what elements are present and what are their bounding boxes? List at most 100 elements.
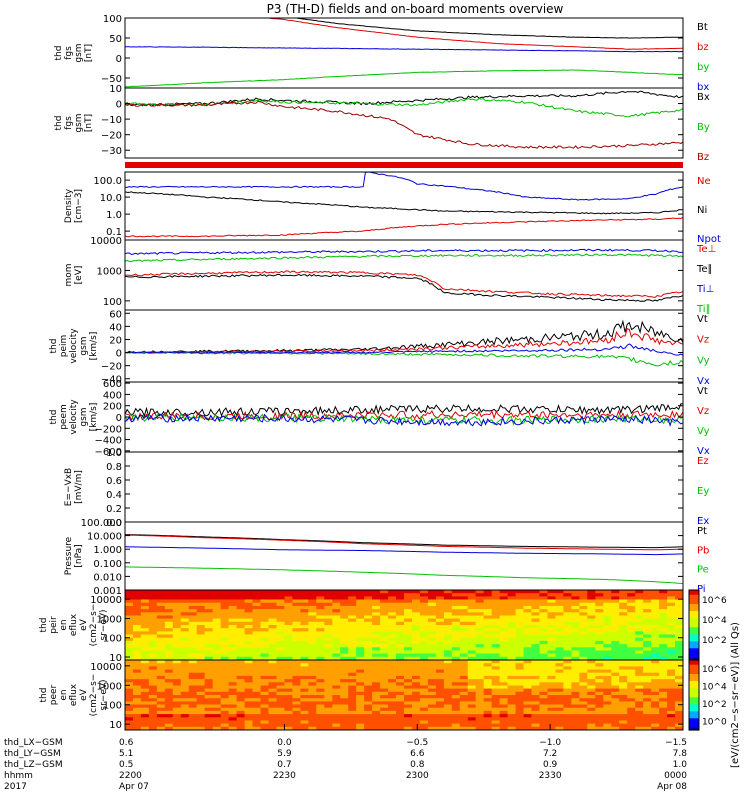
series-lines-temp: [125, 248, 683, 302]
y-axis-label: en: [59, 619, 69, 630]
series-line-peim-0: [125, 319, 683, 354]
y-axis-label: fgs: [64, 116, 74, 130]
y-axis-label: thd: [54, 116, 64, 131]
x-row-value: Apr 08: [657, 782, 687, 792]
y-axis-label: [eV]: [74, 266, 84, 285]
y-tick-label: 0: [116, 349, 122, 360]
y-axis-label: thd: [49, 339, 59, 354]
x-row-label: thd_LX−GSM: [4, 738, 63, 748]
colorbar-label: [eV/(cm2−s−sr−eV)] (All Qs): [730, 622, 741, 768]
heatmap-peir: [125, 590, 683, 660]
y-axis-label: peem: [59, 404, 69, 430]
legend-label: By: [697, 122, 710, 133]
y-axis-label: eV: [79, 618, 89, 631]
x-row-value: 0.7: [277, 760, 291, 770]
y-axis-label: peim: [59, 335, 69, 358]
x-row-value: 7.8: [673, 749, 688, 759]
legend-label: Te∥: [696, 264, 713, 275]
series-lines-peim: [125, 319, 683, 367]
legend-label: Ti⊥: [696, 284, 714, 295]
legend-label: Vt: [697, 386, 708, 397]
series-line-fgs1-1: [263, 18, 683, 50]
legend-label: Vt: [697, 314, 708, 325]
y-tick-label: 10: [109, 84, 122, 95]
series-line-temp-0: [125, 248, 683, 256]
y-axis-label: E=−VxB: [64, 468, 74, 506]
x-row-value: Apr 07: [119, 782, 149, 792]
y-tick-label: −400: [95, 436, 122, 447]
series-line-peim-2: [125, 351, 683, 367]
x-row-value: −0.5: [406, 738, 428, 748]
panel-efield: Ez Ey Ex 1.0 0.8 0.6 0.4 0.2 0.0 E=−VxB [mV/m]: [64, 448, 709, 529]
y-tick-label: 0: [116, 100, 122, 111]
x-row-value: 2230: [273, 771, 296, 781]
panel-temp: Te⊥ Te∥ Ti⊥ Ti∥ 10000 1000 100 mom [eV]: [64, 236, 716, 315]
y-tick-label: 0.100: [93, 559, 122, 570]
legend-label: Ni: [697, 205, 707, 216]
series-line-dens-0: [125, 172, 683, 201]
legend-temp: Te⊥ Te∥ Ti⊥ Ti∥: [696, 244, 716, 315]
series-line-peem-1: [125, 409, 683, 422]
legend-label: Ne: [697, 176, 711, 187]
panel-press: PtPbPePi100.00010.0001.0000.1000.0100.00…: [64, 518, 709, 597]
y-axis-label: Pressure: [64, 536, 74, 575]
y-tick-label: 100: [103, 14, 122, 25]
legend-peim: Vt Vz Vy Vx: [697, 314, 710, 387]
y-axis-label: eV: [79, 688, 89, 701]
legend-label: Bz: [697, 152, 709, 163]
panel-peir: 10^6 10^4 10^2 10000 1000 100 10 thd peir en eflux…: [39, 589, 727, 664]
series-lines-dens: [125, 172, 683, 238]
y-tick-label: −20: [101, 362, 122, 373]
y-tick-label: 100: [103, 297, 122, 308]
series-line-temp-3: [125, 273, 683, 302]
y-tick-label: 10.0: [100, 193, 122, 204]
y-axis-label: gsm: [74, 43, 84, 62]
legend-label: Ti∥: [696, 304, 711, 315]
y-axis-label: gsm: [79, 407, 89, 426]
y-axis-label: [cm−3]: [74, 189, 84, 223]
x-row-value: 5.1: [119, 749, 133, 759]
y-tick-label: 0.6: [106, 476, 122, 487]
legend-label: bz: [697, 42, 709, 53]
legend-label: Pe: [697, 565, 709, 576]
y-tick-label: 20: [109, 335, 122, 346]
y-tick-label: −40: [101, 375, 122, 386]
x-row-value: 0000: [664, 771, 687, 781]
colorbar-tick-label: 10^4: [702, 616, 727, 626]
panel-dens: Ne Ni Npot 100.0 10.0 1.0 0.1 Density [cm−3]: [64, 171, 721, 245]
y-axis-label: velocity: [69, 399, 79, 435]
panel-peim: Vt Vz Vy Vx 60 40 20 0 −20 −40 thd peim velocity gsm[…: [49, 309, 710, 387]
panel-frame: [124, 87, 684, 159]
chart-title: P3 (TH-D) fields and on-board moments ov…: [267, 2, 564, 16]
y-tick-label: 0.4: [106, 490, 122, 501]
legend-label: Vz: [697, 406, 709, 417]
y-tick-label: −30: [101, 146, 122, 157]
x-axis-annotation: thd_LX−GSM 0.6 0.0 −0.5 −1.0 −1.5 thd_LY−GSM 5.…: [4, 724, 687, 792]
colorbar-tick-label: 10^2: [702, 700, 727, 710]
legend-label: Te⊥: [696, 244, 716, 255]
colorbar-tick-label: 10^4: [702, 682, 727, 692]
y-tick-label: 1.0: [106, 210, 122, 221]
separator-band: [125, 162, 683, 168]
panel-frame: [124, 17, 684, 89]
y-axis-label: [nT]: [84, 114, 94, 132]
legend-label: Ex: [697, 516, 709, 527]
series-line-peem-0: [125, 403, 683, 418]
y-tick-label: 10: [109, 720, 122, 731]
colorbar-tick-label: 10^6: [702, 665, 727, 675]
legend-label: Vy: [697, 355, 710, 366]
y-axis-label: thd: [39, 618, 49, 633]
series-lines-press: [125, 534, 683, 584]
y-axis-label: (cm2−s−: [89, 674, 99, 717]
panel-frame: [124, 171, 684, 241]
y-axis-label: [km/s]: [89, 332, 99, 361]
legend-label: Ey: [697, 486, 709, 497]
legend-label: Bt: [697, 22, 708, 33]
series-line-dens-1: [125, 191, 683, 215]
series-line-press-3: [125, 566, 683, 584]
y-tick-label: −20: [101, 131, 122, 142]
series-line-peim-1: [125, 328, 683, 354]
